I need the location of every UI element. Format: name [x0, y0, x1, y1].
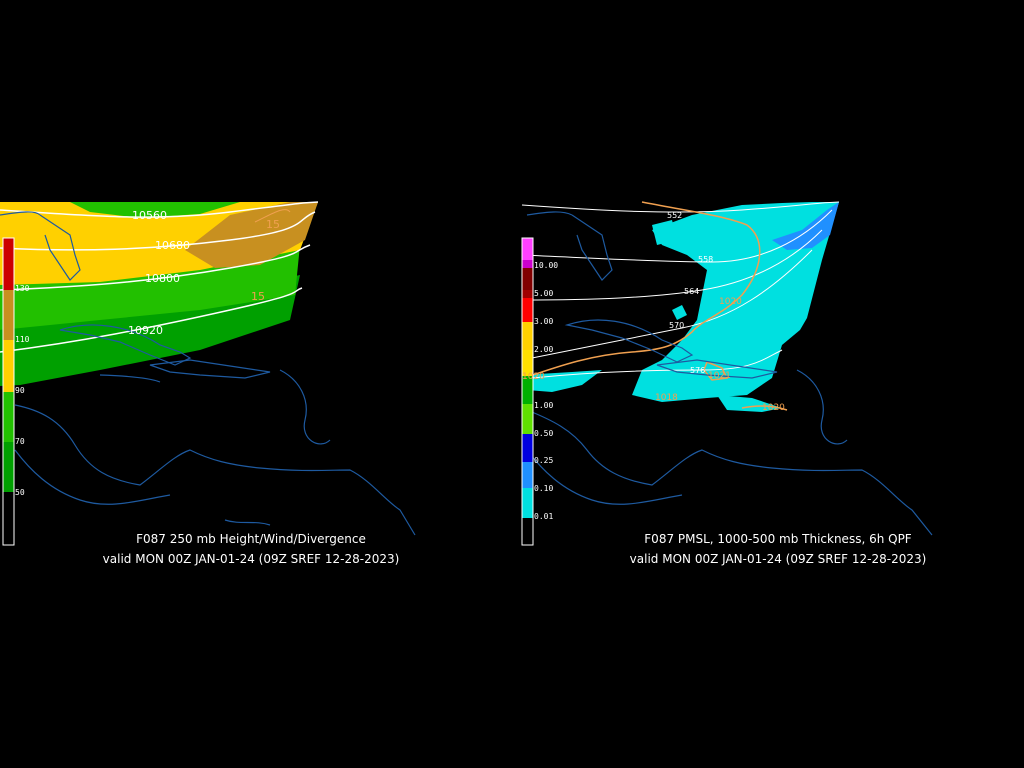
colorbar-250mb: [2, 237, 15, 546]
colorbar-label: 0.10: [534, 484, 554, 493]
colorbar-label: 3.00: [534, 317, 554, 326]
wind-band-green-top: [70, 202, 240, 218]
qpf-area: [522, 202, 839, 412]
isobar-label: 1021: [708, 371, 731, 381]
thickness-contours: [521, 201, 840, 379]
panel-title: F087 PMSL, 1000-500 mb Thickness, 6h QPF: [644, 532, 912, 546]
panel-pmsl-qpf: 10.00 5.00 3.00 2.00 1.00 0.50 0.25 0.10…: [512, 0, 1024, 768]
colorbar-label: 10.00: [534, 261, 559, 270]
map-250mb: [0, 201, 416, 546]
wind-band-gold: [185, 202, 318, 268]
divergence-label: 15: [251, 290, 265, 303]
coastline: [0, 211, 416, 536]
panel-250mb: 130 110 90 70 50 10560 10680 10800 10920…: [0, 201, 416, 566]
height-contour: [0, 287, 303, 353]
height-label: 10800: [145, 272, 180, 285]
isobar-label: 1020: [762, 403, 785, 413]
height-contour: [0, 244, 311, 291]
colorbar-qpf: [521, 237, 534, 546]
height-contour: [0, 211, 316, 251]
colorbar-label: 110: [15, 335, 30, 344]
height-contour: [0, 201, 319, 218]
height-label: 10920: [128, 324, 163, 337]
thickness-label: 576: [690, 366, 706, 375]
isobar: [526, 201, 788, 411]
colorbar-label: 0.01: [534, 512, 554, 521]
isobar-label: 1020: [719, 297, 742, 307]
colorbar-label: 0.50: [534, 429, 554, 438]
isobar-label: 1018: [655, 393, 678, 403]
colorbar-label: 50: [15, 488, 25, 497]
thickness-label: 552: [667, 211, 683, 220]
map-pmsl-qpf: [521, 201, 933, 546]
height-label: 10680: [155, 239, 190, 252]
isobar-label: 1020: [522, 372, 545, 382]
height-label: 10560: [132, 209, 167, 222]
panel-valid-time: valid MON 00Z JAN-01-24 (09Z SREF 12-28-…: [629, 552, 927, 566]
colorbar-label: 5.00: [534, 289, 554, 298]
colorbar-label: 130: [15, 284, 30, 293]
colorbar-label: 2.00: [534, 345, 554, 354]
panel-title: F087 250 mb Height/Wind/Divergence: [136, 532, 366, 546]
colorbar-label: 1.00: [534, 401, 554, 410]
colorbar-label: 70: [15, 437, 25, 446]
thickness-label: 570: [669, 321, 685, 330]
coastline: [526, 211, 933, 536]
thickness-label: 564: [684, 287, 700, 296]
colorbar-label: 0.25: [534, 456, 554, 465]
panel-valid-time: valid MON 00Z JAN-01-24 (09Z SREF 12-28-…: [102, 552, 400, 566]
divergence-label: 15: [266, 218, 280, 231]
divergence-contour: [254, 209, 291, 223]
colorbar-label: 90: [15, 386, 25, 395]
thickness-label: 558: [698, 255, 714, 264]
